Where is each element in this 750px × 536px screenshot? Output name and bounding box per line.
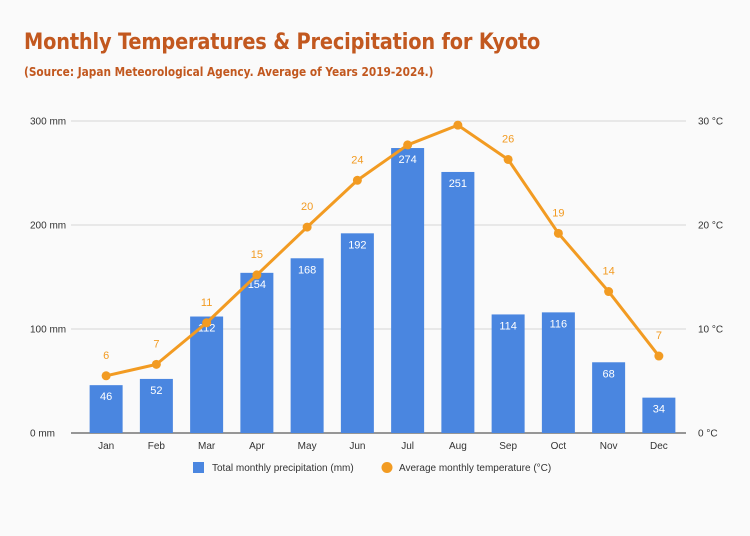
- precipitation-value-label: 116: [550, 318, 568, 330]
- precipitation-bar: [391, 148, 425, 434]
- x-tick-label: Jul: [401, 441, 414, 452]
- temperature-line: [104, 123, 661, 378]
- precipitation-value-label: 274: [398, 154, 416, 166]
- y-right-tick-label: 0 °C: [698, 429, 718, 440]
- temperature-value-label: 24: [351, 154, 363, 166]
- temperature-value-label: 14: [603, 266, 615, 278]
- temperature-point: [654, 351, 664, 361]
- temperature-point: [503, 154, 513, 164]
- precipitation-value-label: 46: [100, 391, 112, 403]
- temperature-point: [252, 270, 262, 280]
- precipitation-value-label: 168: [298, 264, 316, 276]
- precipitation-value-label: 251: [449, 178, 467, 190]
- temperature-point: [453, 120, 463, 130]
- precipitation-bar: [340, 233, 374, 433]
- y-left-tick-label: 0 mm: [30, 429, 55, 440]
- y-left-tick-label: 300 mm: [30, 117, 66, 128]
- precipitation-bar: [491, 314, 525, 433]
- temperature-point: [151, 359, 161, 369]
- precipitation-bar: [541, 312, 575, 433]
- precipitation-bar: [642, 397, 676, 433]
- precipitation-value-label: 52: [150, 385, 162, 397]
- temperature-value-label: 7: [153, 338, 159, 350]
- y-right-tick-label: 10 °C: [698, 325, 723, 336]
- temperature-value-label: 26: [502, 133, 514, 145]
- chart-title: Monthly Temperatures & Precipitation for…: [24, 30, 541, 55]
- x-tick-label: Dec: [650, 441, 668, 452]
- precipitation-value-label: 68: [603, 368, 615, 380]
- x-tick-label: Sep: [499, 441, 517, 452]
- temperature-point: [553, 228, 563, 238]
- temperature-value-label: 20: [301, 201, 313, 213]
- precipitation-bar: [89, 385, 123, 433]
- temperature-point: [352, 175, 362, 185]
- precipitation-bar: [139, 378, 173, 433]
- temperature-value-label: 15: [251, 249, 263, 261]
- y-right-tick-label: 20 °C: [698, 221, 723, 232]
- temperature-value-label: 6: [103, 350, 109, 362]
- temperature-value-label: 19: [552, 207, 564, 219]
- x-tick-label: Oct: [551, 441, 567, 452]
- precipitation-bar: [592, 362, 626, 433]
- temperature-point: [403, 140, 413, 150]
- precipitation-value-label: 114: [499, 320, 517, 332]
- y-left-tick-label: 100 mm: [30, 325, 66, 336]
- legend-swatch-temperature: [381, 462, 393, 473]
- x-tick-label: May: [298, 441, 317, 452]
- precipitation-bar: [441, 171, 475, 433]
- temperature-point: [101, 371, 111, 381]
- legend-swatch-precipitation: [193, 462, 204, 473]
- precipitation-bar: [190, 316, 224, 433]
- temperature-point: [604, 287, 614, 297]
- x-tick-label: Aug: [449, 441, 467, 452]
- legend-label-temperature: Average monthly temperature (°C): [399, 463, 551, 474]
- precipitation-value-label: 154: [248, 279, 266, 291]
- x-tick-label: Mar: [198, 441, 216, 452]
- precipitation-value-label: 34: [653, 404, 665, 416]
- temperature-value-label: 11: [201, 297, 212, 309]
- x-tick-label: Feb: [148, 441, 166, 452]
- chart-subtitle: (Source: Japan Meteorological Agency. Av…: [24, 65, 434, 79]
- x-tick-label: Jan: [98, 441, 114, 452]
- x-tick-label: Nov: [600, 441, 618, 452]
- precipitation-bar: [290, 258, 324, 433]
- precipitation-value-label: 192: [348, 239, 366, 251]
- temperature-point: [202, 318, 212, 328]
- temperature-point: [302, 222, 312, 232]
- y-right-tick-label: 30 °C: [698, 117, 723, 128]
- x-tick-label: Apr: [249, 441, 265, 452]
- precipitation-bar: [240, 272, 274, 433]
- legend-label-precipitation: Total monthly precipitation (mm): [212, 463, 354, 474]
- x-tick-label: Jun: [349, 441, 365, 452]
- temperature-value-label: 7: [656, 330, 662, 342]
- y-left-tick-label: 200 mm: [30, 221, 66, 232]
